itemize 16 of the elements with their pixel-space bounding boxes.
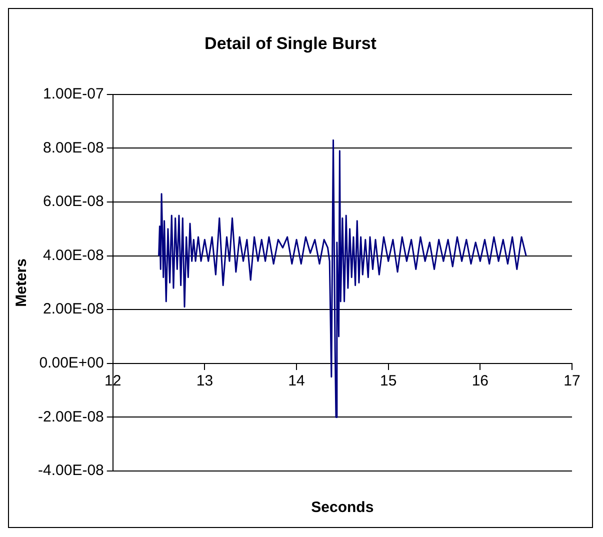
y-tick-label: -2.00E-08 [38,408,104,426]
y-tick-label: 6.00E-08 [42,193,104,210]
y-tick-label: 0.00E+00 [39,354,104,372]
x-tick-label: 17 [564,372,580,390]
x-tick-label: 16 [472,372,489,390]
x-tick-label: 13 [196,372,214,390]
chart-title: Detail of Single Burst [204,34,377,53]
y-tick-label: -4.00E-08 [38,462,104,480]
y-tick-label: 1.00E-07 [42,86,104,103]
y-tick-label: 2.00E-08 [42,300,104,318]
x-axis-title: Seconds [311,499,374,516]
y-tick-label: 4.00E-08 [42,246,104,264]
y-tick-label: 8.00E-08 [42,139,104,156]
x-tick-label: 14 [288,372,305,390]
x-tick-label: 15 [380,372,397,390]
y-axis-title: Meters [13,258,30,307]
